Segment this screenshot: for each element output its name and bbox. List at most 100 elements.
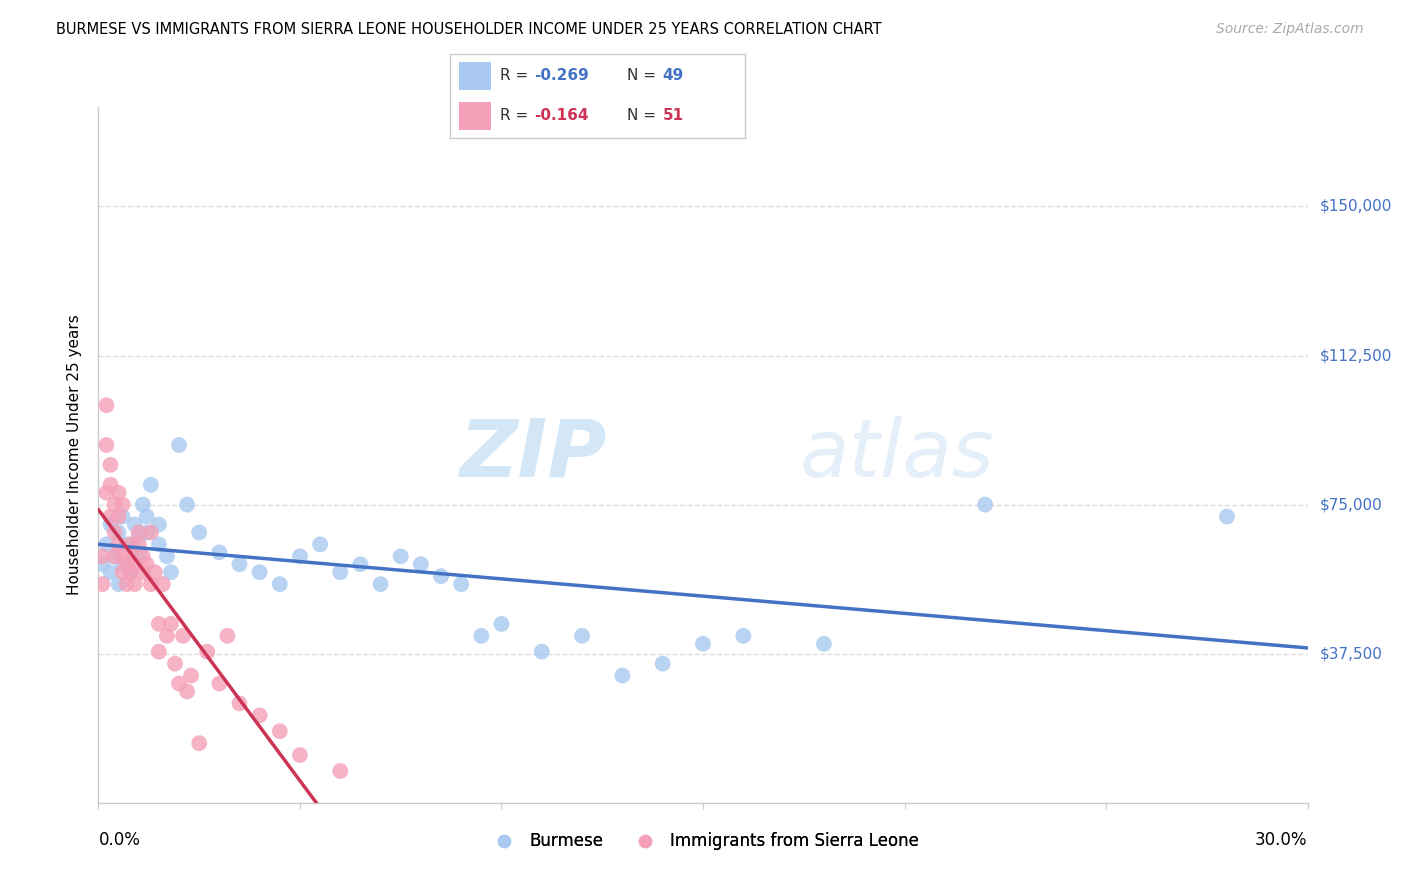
Point bbox=[269, 724, 291, 739]
Point bbox=[156, 549, 179, 564]
Point bbox=[349, 558, 371, 572]
Text: 30.0%: 30.0% bbox=[1256, 830, 1308, 848]
Text: Source: ZipAtlas.com: Source: ZipAtlas.com bbox=[1216, 22, 1364, 37]
Point bbox=[100, 509, 122, 524]
Point bbox=[249, 708, 271, 723]
Point bbox=[470, 629, 492, 643]
Point bbox=[103, 549, 125, 564]
Point bbox=[107, 509, 129, 524]
Text: N =: N = bbox=[627, 108, 661, 123]
Point bbox=[148, 517, 170, 532]
Text: $112,500: $112,500 bbox=[1320, 348, 1392, 363]
Point bbox=[143, 565, 166, 579]
Point bbox=[1216, 509, 1239, 524]
Point bbox=[107, 525, 129, 540]
Point bbox=[430, 569, 453, 583]
Point bbox=[111, 558, 134, 572]
Text: ZIP: ZIP bbox=[458, 416, 606, 494]
Point bbox=[152, 577, 174, 591]
Text: $150,000: $150,000 bbox=[1320, 199, 1392, 214]
Point bbox=[612, 668, 634, 682]
Point bbox=[135, 525, 157, 540]
Point bbox=[228, 697, 250, 711]
Point bbox=[450, 577, 472, 591]
Point bbox=[156, 629, 179, 643]
Point bbox=[651, 657, 673, 671]
Point bbox=[107, 485, 129, 500]
Point bbox=[111, 549, 134, 564]
Point bbox=[115, 577, 138, 591]
Point bbox=[208, 676, 231, 690]
Point bbox=[100, 517, 122, 532]
Point bbox=[208, 545, 231, 559]
Point bbox=[135, 509, 157, 524]
Point bbox=[132, 498, 155, 512]
Point bbox=[217, 629, 239, 643]
Point bbox=[120, 537, 142, 551]
Point bbox=[148, 537, 170, 551]
Point bbox=[100, 565, 122, 579]
Point bbox=[139, 477, 162, 491]
Point bbox=[132, 549, 155, 564]
Point bbox=[139, 577, 162, 591]
Point bbox=[124, 558, 146, 572]
Point bbox=[188, 736, 211, 750]
Point bbox=[167, 438, 190, 452]
Text: atlas: atlas bbox=[800, 416, 994, 494]
Text: N =: N = bbox=[627, 68, 661, 83]
Point bbox=[111, 498, 134, 512]
Point bbox=[120, 549, 142, 564]
Y-axis label: Householder Income Under 25 years: Householder Income Under 25 years bbox=[67, 315, 83, 595]
Point bbox=[148, 645, 170, 659]
Text: -0.164: -0.164 bbox=[534, 108, 589, 123]
Point bbox=[188, 525, 211, 540]
FancyBboxPatch shape bbox=[458, 102, 491, 130]
Point bbox=[115, 537, 138, 551]
Point bbox=[111, 565, 134, 579]
Point bbox=[120, 565, 142, 579]
Point bbox=[370, 577, 392, 591]
Point bbox=[96, 438, 118, 452]
Point bbox=[160, 565, 183, 579]
Text: 51: 51 bbox=[662, 108, 683, 123]
Point bbox=[103, 549, 125, 564]
Text: R =: R = bbox=[501, 108, 533, 123]
Point bbox=[128, 537, 150, 551]
Point bbox=[167, 676, 190, 690]
Point bbox=[571, 629, 593, 643]
Point bbox=[132, 565, 155, 579]
Point bbox=[176, 684, 198, 698]
Point bbox=[91, 549, 114, 564]
Point bbox=[100, 477, 122, 491]
Text: $75,000: $75,000 bbox=[1320, 497, 1382, 512]
Point bbox=[409, 558, 432, 572]
Point bbox=[163, 657, 186, 671]
Legend: Burmese, Immigrants from Sierra Leone: Burmese, Immigrants from Sierra Leone bbox=[481, 826, 925, 857]
Point bbox=[692, 637, 714, 651]
Point bbox=[96, 537, 118, 551]
Point bbox=[530, 645, 553, 659]
Point bbox=[107, 577, 129, 591]
Point bbox=[974, 498, 997, 512]
Point bbox=[124, 577, 146, 591]
Point bbox=[733, 629, 755, 643]
Text: BURMESE VS IMMIGRANTS FROM SIERRA LEONE HOUSEHOLDER INCOME UNDER 25 YEARS CORREL: BURMESE VS IMMIGRANTS FROM SIERRA LEONE … bbox=[56, 22, 882, 37]
Point bbox=[389, 549, 412, 564]
Point bbox=[172, 629, 194, 643]
Point bbox=[100, 458, 122, 472]
Point bbox=[309, 537, 332, 551]
Point bbox=[195, 645, 218, 659]
Point bbox=[249, 565, 271, 579]
Point bbox=[96, 485, 118, 500]
Point bbox=[160, 616, 183, 631]
FancyBboxPatch shape bbox=[458, 62, 491, 90]
Point bbox=[96, 398, 118, 412]
Point bbox=[288, 748, 311, 763]
Text: -0.269: -0.269 bbox=[534, 68, 589, 83]
Point bbox=[148, 616, 170, 631]
Point bbox=[103, 525, 125, 540]
Text: $37,500: $37,500 bbox=[1320, 646, 1382, 661]
Point bbox=[120, 565, 142, 579]
Point bbox=[128, 545, 150, 559]
Point bbox=[128, 525, 150, 540]
